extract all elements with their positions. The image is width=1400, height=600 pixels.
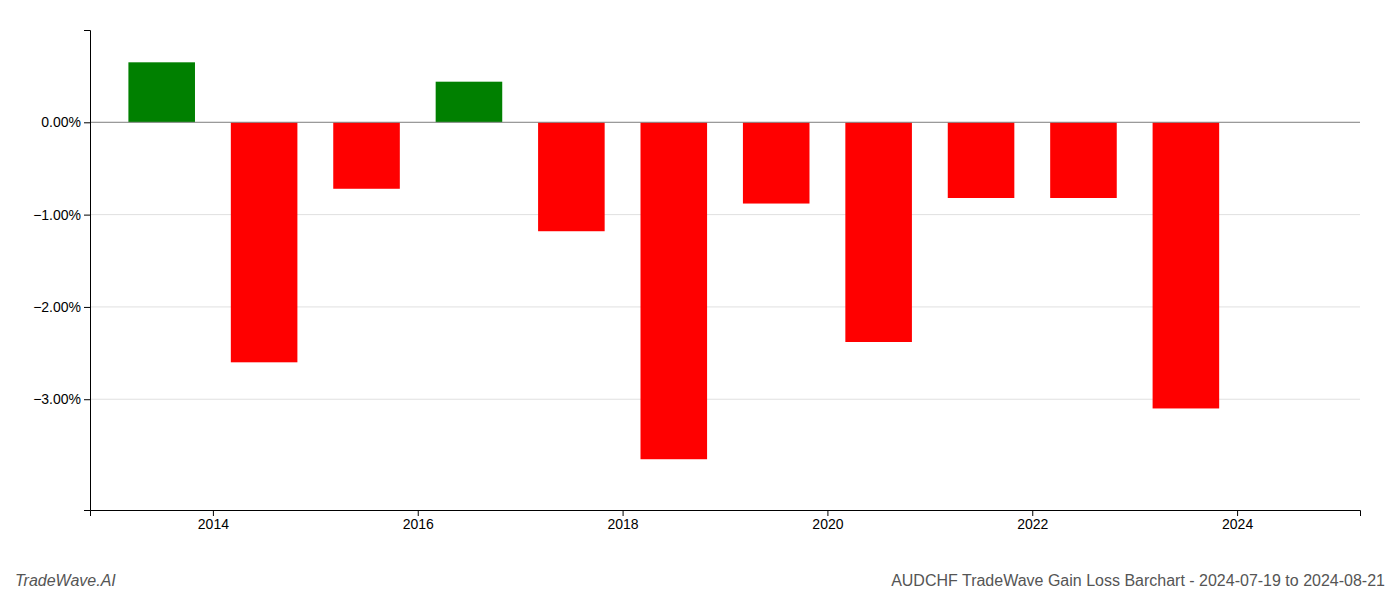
- bar: [743, 122, 810, 203]
- bar: [436, 82, 503, 123]
- grid-line: [90, 122, 1360, 123]
- x-tick: 2024: [1222, 510, 1253, 532]
- bar: [948, 122, 1015, 198]
- y-tick-label: −3.00%: [33, 391, 81, 407]
- x-tick: 2022: [1017, 510, 1048, 532]
- y-tick: −3.00%: [33, 391, 90, 407]
- x-tick-label: 2016: [403, 516, 434, 532]
- title: AUDCHF TradeWave Gain Loss Barchart - 20…: [891, 572, 1385, 589]
- chart: 2014 2016 2018 2020 2022 2024 0.00% −1.00% −2.00…: [0, 0, 1400, 600]
- y-tick: −2.00%: [33, 299, 90, 315]
- bar: [641, 122, 708, 459]
- x-tick-label: 2022: [1017, 516, 1048, 532]
- y-tick: −1.00%: [33, 207, 90, 223]
- y-tick-mark: [84, 307, 90, 308]
- bar: [538, 122, 605, 231]
- y-tick: 0.00%: [41, 114, 90, 130]
- x-tick-label: 2020: [812, 516, 843, 532]
- bar: [1050, 122, 1117, 198]
- bar: [231, 122, 298, 362]
- x-tick-label: 2018: [608, 516, 639, 532]
- x-tick: 2020: [812, 510, 843, 532]
- x-tick-label: 2014: [198, 516, 229, 532]
- x-axis-line: [91, 511, 1361, 517]
- y-tick-mark: [84, 215, 90, 216]
- y-axis-line: [84, 31, 91, 511]
- x-tick: 2014: [198, 510, 229, 532]
- x-axis: 2014 2016 2018 2020 2022 2024: [91, 510, 1361, 532]
- zero-line: [90, 122, 1360, 123]
- bar: [128, 62, 195, 122]
- y-tick-mark: [84, 399, 90, 400]
- x-tick: 2018: [608, 510, 639, 532]
- y-tick-label: 0.00%: [41, 114, 81, 130]
- x-tick: 2016: [403, 510, 434, 532]
- y-tick-mark: [84, 122, 90, 123]
- bar: [1153, 122, 1220, 408]
- y-tick-label: −2.00%: [33, 299, 81, 315]
- y-tick-label: −1.00%: [33, 207, 81, 223]
- y-axis: 0.00% −1.00% −2.00% −3.00%: [33, 31, 90, 511]
- bar: [333, 122, 400, 188]
- watermark: TradeWave.AI: [15, 572, 116, 589]
- bar: [845, 122, 912, 342]
- x-tick-label: 2024: [1222, 516, 1253, 532]
